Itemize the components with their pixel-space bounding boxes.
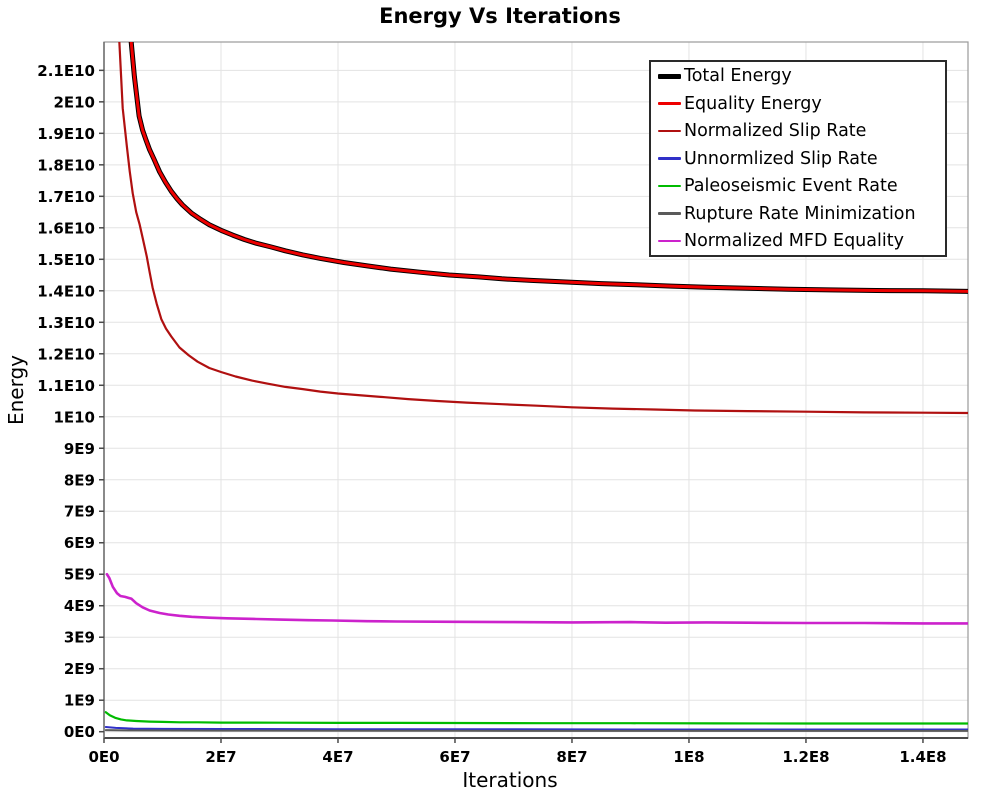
y-tick-label: 7E9 <box>64 503 95 521</box>
legend-swatch-equality-energy <box>658 102 681 105</box>
legend-item-normalized-mfd-equality: Normalized MFD Equality <box>651 228 945 255</box>
legend-swatch-normalized-mfd-equality <box>658 239 681 243</box>
legend-label: Equality Energy <box>684 93 822 114</box>
legend-item-equality-energy: Equality Energy <box>651 90 945 117</box>
y-tick-label: 1.2E10 <box>37 345 95 363</box>
legend-swatch-total-energy <box>658 73 681 79</box>
y-tick-label: 6E9 <box>64 534 95 552</box>
legend-swatch-paleoseismic-event-rate <box>658 184 681 188</box>
y-tick-label: 1.8E10 <box>37 156 95 174</box>
y-tick-label: 8E9 <box>64 471 95 489</box>
legend-label: Total Energy <box>684 66 792 86</box>
x-tick-label: 1.2E8 <box>782 748 829 766</box>
y-tick-label: 2E9 <box>64 660 95 678</box>
legend-label: Paleoseismic Event Rate <box>684 176 898 196</box>
y-tick-label: 1E9 <box>64 692 95 710</box>
legend-label: Normalized Slip Rate <box>684 121 867 141</box>
legend-swatch-rupture-rate-minimization <box>658 212 681 215</box>
y-tick-label: 0E0 <box>64 723 95 741</box>
y-tick-label: 9E9 <box>64 440 95 458</box>
y-axis-title: Energy <box>4 354 28 426</box>
y-tick-label: 1E10 <box>53 408 95 426</box>
x-tick-label: 1.4E8 <box>899 748 946 766</box>
series-line-rupture-rate-minimization <box>104 729 968 732</box>
y-tick-label: 5E9 <box>64 566 95 584</box>
y-tick-label: 1.3E10 <box>37 314 95 332</box>
x-tick-label: 8E7 <box>556 748 587 766</box>
x-axis-title: Iterations <box>462 768 558 792</box>
y-tick-label: 1.9E10 <box>37 125 95 143</box>
x-tick-label: 1E8 <box>673 748 704 766</box>
legend: Total Energy Equality Energy Normalized Sl… <box>649 60 947 257</box>
legend-label: Rupture Rate Minimization <box>684 203 916 224</box>
series-line-equality-energy <box>129 42 968 293</box>
y-tick-label: 3E9 <box>64 629 95 647</box>
x-tick-label: 4E7 <box>322 748 353 766</box>
legend-item-total-energy: Total Energy <box>651 63 945 90</box>
x-tick-label: 2E7 <box>205 748 236 766</box>
series-line-unnormlized-slip-rate <box>104 726 968 731</box>
x-tick-label: 6E7 <box>439 748 470 766</box>
series-line-normalized-mfd-equality <box>105 572 968 625</box>
y-tick-label: 2E10 <box>53 93 95 111</box>
legend-item-paleoseismic-event-rate: Paleoseismic Event Rate <box>651 173 945 200</box>
series-line-paleoseismic-event-rate <box>104 711 968 725</box>
y-tick-label: 1.6E10 <box>37 219 95 237</box>
legend-item-rupture-rate-minimization: Rupture Rate Minimization <box>651 200 945 227</box>
series-line-normalized-slip-rate <box>118 42 968 415</box>
legend-label: Unnormlized Slip Rate <box>684 148 878 169</box>
y-tick-label: 1.4E10 <box>37 282 95 300</box>
y-tick-label: 2.1E10 <box>37 62 95 80</box>
y-tick-label: 4E9 <box>64 597 95 615</box>
y-tick-label: 1.1E10 <box>37 377 95 395</box>
y-tick-label: 1.7E10 <box>37 188 95 206</box>
legend-swatch-unnormlized-slip-rate <box>658 157 681 160</box>
legend-item-unnormlized-slip-rate: Unnormlized Slip Rate <box>651 145 945 172</box>
legend-item-normalized-slip-rate: Normalized Slip Rate <box>651 118 945 145</box>
legend-label: Normalized MFD Equality <box>684 231 904 251</box>
x-tick-label: 0E0 <box>88 748 119 766</box>
chart-title: Energy Vs Iterations <box>379 4 621 28</box>
y-tick-label: 1.5E10 <box>37 251 95 269</box>
legend-swatch-normalized-slip-rate <box>658 129 681 133</box>
